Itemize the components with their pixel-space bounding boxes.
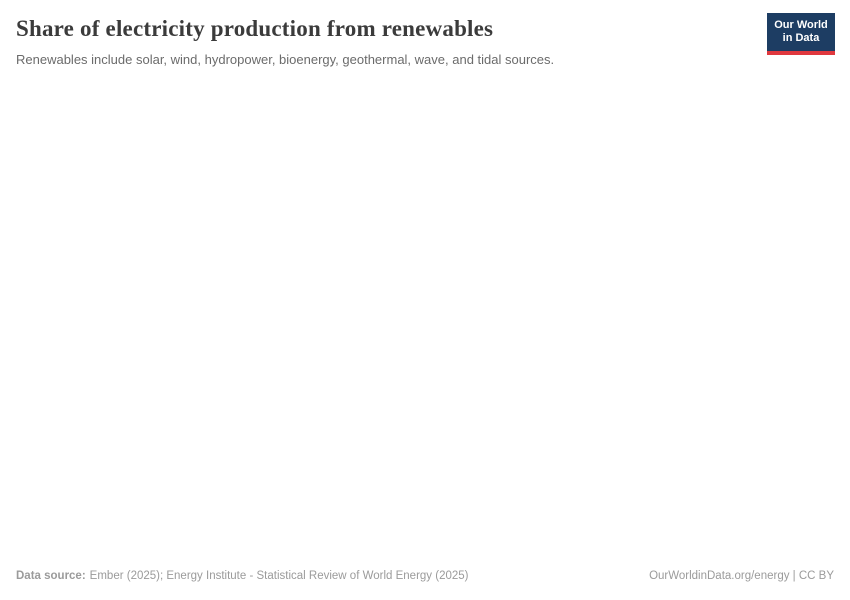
owid-logo-red-bar — [767, 51, 835, 55]
owid-logo-line1: Our World — [774, 19, 828, 31]
data-source-label: Data source: — [16, 570, 86, 583]
attribution-link[interactable]: OurWorldinData.org/energy | CC BY — [649, 570, 834, 583]
data-source-note: Data source: Ember (2025); Energy Institu… — [16, 570, 468, 584]
chart-footer: Data source: Ember (2025); Energy Institu… — [16, 570, 834, 584]
owid-logo[interactable]: Our World in Data — [767, 13, 835, 55]
chart-title: Share of electricity production from ren… — [16, 16, 494, 41]
chart-subtitle: Renewables include solar, wind, hydropow… — [16, 51, 555, 67]
data-source-value: Ember (2025); Energy Institute - Statist… — [89, 570, 469, 583]
owid-logo-box: Our World in Data — [767, 13, 835, 51]
chart-plot-area — [0, 80, 850, 555]
owid-logo-line2: in Data — [782, 32, 820, 44]
chart-header: Share of electricity production from ren… — [0, 0, 850, 69]
